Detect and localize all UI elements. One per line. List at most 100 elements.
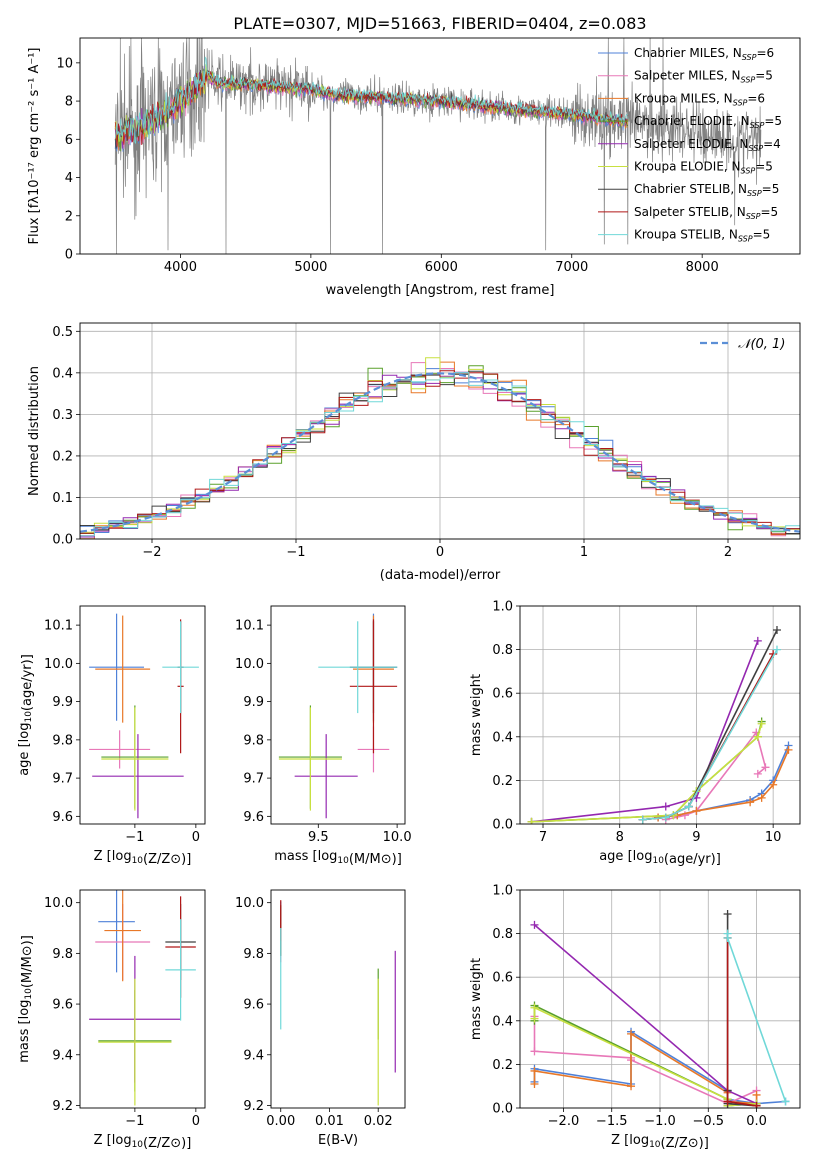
- y-tick-label: 0.6: [492, 687, 513, 702]
- weight-line-salpeter-elodie: [531, 640, 759, 823]
- panel-mass_vs_Z: −1 0 9.2 9.4 9.6 9.8 10.0 Z [log10(Z/Z⊙)] mass […: [17, 889, 206, 1151]
- legend-label: Salpeter STELIB, NSSP=5: [634, 205, 778, 221]
- weight-line-kroupa-miles: [658, 749, 790, 819]
- x-tick-label: 9.5: [308, 830, 329, 845]
- panel-spectrum: 4000 5000 6000 7000 8000 0 2 4 6 8 10 Chabrier MILE…: [27, 37, 801, 298]
- axes-frame: [270, 889, 406, 1109]
- y-tick-label: 0.0: [492, 1102, 513, 1117]
- y-tick-label: 0.8: [492, 643, 513, 658]
- y-tick-label: 10.0: [235, 657, 264, 672]
- normal-curve: [80, 372, 800, 533]
- legend-label: Salpeter MILES, NSSP=5: [634, 69, 773, 85]
- marker: [530, 1047, 539, 1056]
- y-tick-label: 0.8: [492, 927, 513, 942]
- y-tick-label: 9.8: [52, 733, 73, 748]
- marker: [680, 811, 689, 820]
- y-tick-label: 9.7: [243, 772, 264, 787]
- weight-line-kroupa-miles: [533, 1032, 758, 1105]
- axes-frame: [270, 605, 406, 825]
- panel-weight_vs_age: 7 8 9 10 0.0 0.2 0.4 0.6 0.8 1.0 age [log10(age/yr…: [469, 600, 801, 867]
- marker: [530, 920, 539, 929]
- y-axis-label: mass [log10(M/M⊙)]: [17, 935, 35, 1063]
- axes-frame: [79, 37, 801, 255]
- x-axis-label: (data-model)/error: [380, 568, 501, 583]
- x-axis-label: age [log10(age/yr)]: [599, 849, 721, 867]
- marker: [753, 732, 762, 741]
- marker: [752, 1090, 761, 1099]
- marker: [530, 1003, 539, 1012]
- y-tick-label: 10.0: [235, 896, 264, 911]
- figure-title: PLATE=0307, MJD=51663, FIBERID=0404, z=0…: [233, 14, 646, 33]
- plot-area: [530, 909, 790, 1108]
- weight-line-salpeter-stelib: [726, 938, 757, 1107]
- axes-frame: [79, 322, 801, 540]
- marker: [627, 1029, 636, 1038]
- y-tick-label: 6: [65, 133, 73, 148]
- y-tick-label: 0.4: [52, 366, 73, 381]
- y-tick-label: 0.3: [52, 408, 73, 423]
- y-tick-label: 1.0: [492, 884, 513, 899]
- x-tick-label: 8000: [686, 260, 719, 275]
- marker: [723, 1097, 732, 1106]
- marker: [527, 817, 536, 824]
- marker: [684, 802, 693, 811]
- marker: [661, 802, 670, 811]
- x-tick-label: 0: [192, 1114, 200, 1129]
- y-tick-label: 10.0: [44, 657, 73, 672]
- y-axis-label: age [log10(age/yr)]: [17, 654, 35, 776]
- x-tick-label: 10: [765, 830, 782, 845]
- y-tick-label: 0.6: [492, 971, 513, 986]
- hist-kroupa-stelib: [80, 372, 800, 537]
- legend-label: Kroupa STELIB, NSSP=5: [634, 228, 770, 244]
- x-tick-label: 4000: [164, 260, 197, 275]
- marker: [530, 1066, 539, 1075]
- x-tick-label: 0.0: [746, 1114, 767, 1129]
- plot-area: [114, 38, 762, 254]
- y-tick-label: 9.8: [52, 947, 73, 962]
- x-tick-label: 10.0: [383, 830, 412, 845]
- y-axis-label: Normed distribution: [27, 366, 42, 496]
- y-tick-label: 0.2: [492, 774, 513, 789]
- marker: [772, 625, 781, 634]
- x-axis-label: Z [log10(Z/Z⊙)]: [94, 1133, 192, 1151]
- axes-frame: [519, 605, 801, 825]
- x-tick-label: 7: [539, 830, 547, 845]
- x-axis-label: Z [log10(Z/Z⊙)]: [94, 849, 192, 867]
- plot-area: [80, 357, 800, 539]
- y-tick-label: 9.2: [52, 1099, 73, 1114]
- axes-frame: [79, 605, 206, 825]
- plot-area: [89, 613, 199, 819]
- y-tick-label: 8: [65, 95, 73, 110]
- marker: [757, 793, 766, 802]
- y-tick-label: 9.7: [52, 772, 73, 787]
- y-tick-label: 0.4: [492, 1014, 513, 1029]
- x-tick-label: 0.01: [315, 1114, 344, 1129]
- panel-age_vs_mass: 9.5 10.0 9.6 9.7 9.8 9.9 10.0 10.1 mass [log10(M…: [235, 605, 412, 867]
- y-tick-label: 9.8: [243, 947, 264, 962]
- y-tick-label: 10.1: [44, 619, 73, 634]
- y-tick-label: 9.6: [52, 810, 73, 825]
- y-tick-label: 9.4: [52, 1048, 73, 1063]
- marker: [638, 815, 647, 824]
- legend-label: 𝒩(0, 1): [738, 337, 785, 352]
- plot-area: [280, 900, 396, 1106]
- panel-residuals: −2 −1 0 1 2 0.0 0.1 0.2 0.3 0.4 0.5 𝒩(0, 1) (data-mo…: [27, 322, 801, 583]
- marker: [746, 798, 755, 807]
- weight-line-salpeter-miles: [665, 730, 767, 821]
- x-tick-label: 7000: [555, 260, 588, 275]
- x-tick-label: −1.5: [596, 1114, 628, 1129]
- x-tick-label: −1: [125, 830, 144, 845]
- y-tick-label: 9.9: [243, 695, 264, 710]
- x-tick-label: −0.5: [692, 1114, 724, 1129]
- panel-mass_vs_ebv: 0.00 0.01 0.02 9.2 9.4 9.6 9.8 10.0 E(B-V): [235, 889, 406, 1148]
- x-tick-label: −2: [142, 545, 161, 560]
- y-tick-label: 1.0: [492, 600, 513, 615]
- x-tick-label: 9: [692, 830, 700, 845]
- legend: Chabrier MILES, NSSP=6 Salpeter MILES, NS…: [598, 46, 782, 244]
- x-tick-label: −1.0: [644, 1114, 676, 1129]
- y-tick-label: 4: [65, 171, 73, 186]
- marker: [757, 719, 766, 728]
- legend-label: Chabrier ELODIE, NSSP=5: [634, 114, 782, 130]
- y-tick-label: 10.1: [235, 619, 264, 634]
